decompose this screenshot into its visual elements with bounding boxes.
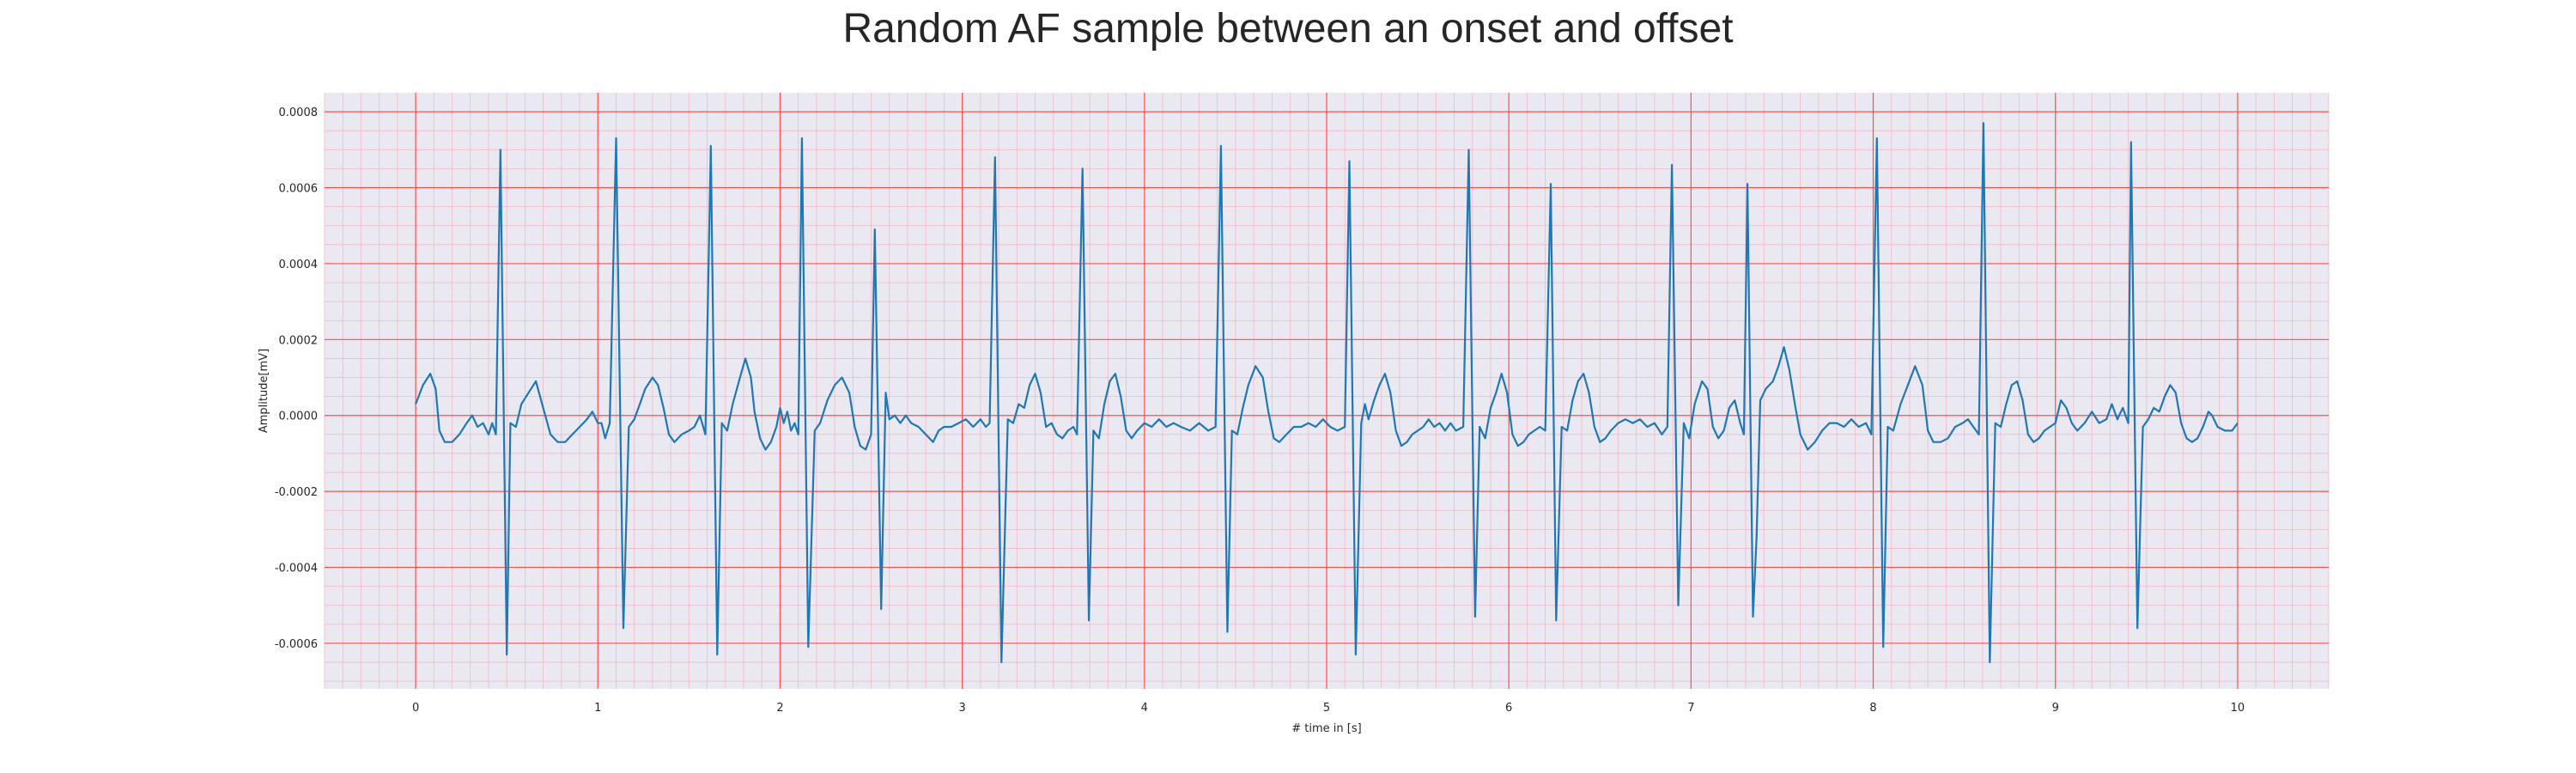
x-tick-label: 8 [1869, 702, 1876, 715]
major-grid [325, 93, 2329, 689]
x-axis-label: # time in [s] [1291, 722, 1361, 735]
x-tick-label: 10 [2231, 702, 2245, 715]
x-tick-label: 6 [1505, 702, 1512, 715]
y-tick-label: -0.0006 [275, 638, 318, 651]
y-tick-label: 0.0008 [279, 107, 319, 119]
x-tick-label: 9 [2052, 702, 2059, 715]
ecg-series-line [415, 122, 2239, 664]
y-tick-label: 0.0000 [279, 411, 319, 423]
x-tick-label: 2 [776, 702, 783, 715]
y-tick-label: 0.0004 [279, 259, 319, 271]
x-tick-label: 5 [1323, 702, 1330, 715]
y-tick-label: -0.0002 [275, 486, 318, 499]
y-tick-label: 0.0002 [279, 334, 319, 347]
y-axis-label: Amplitude[mV] [258, 349, 270, 433]
x-tick-labels: 0 1 2 3 4 5 6 7 8 9 10 [412, 702, 2245, 715]
y-tick-label: -0.0004 [275, 563, 318, 575]
series-layer [415, 122, 2239, 664]
y-tick-label: 0.0006 [279, 183, 319, 196]
x-tick-label: 7 [1687, 702, 1694, 715]
y-tick-labels: -0.0006 -0.0004 -0.0002 0.0000 0.0002 0.0004 0… [275, 107, 318, 651]
x-tick-label: 1 [594, 702, 601, 715]
chart-title: Random AF sample between an onset and of… [842, 6, 1734, 52]
x-tick-label: 3 [958, 702, 965, 715]
x-tick-label: 4 [1141, 702, 1148, 715]
x-tick-label: 0 [412, 702, 419, 715]
